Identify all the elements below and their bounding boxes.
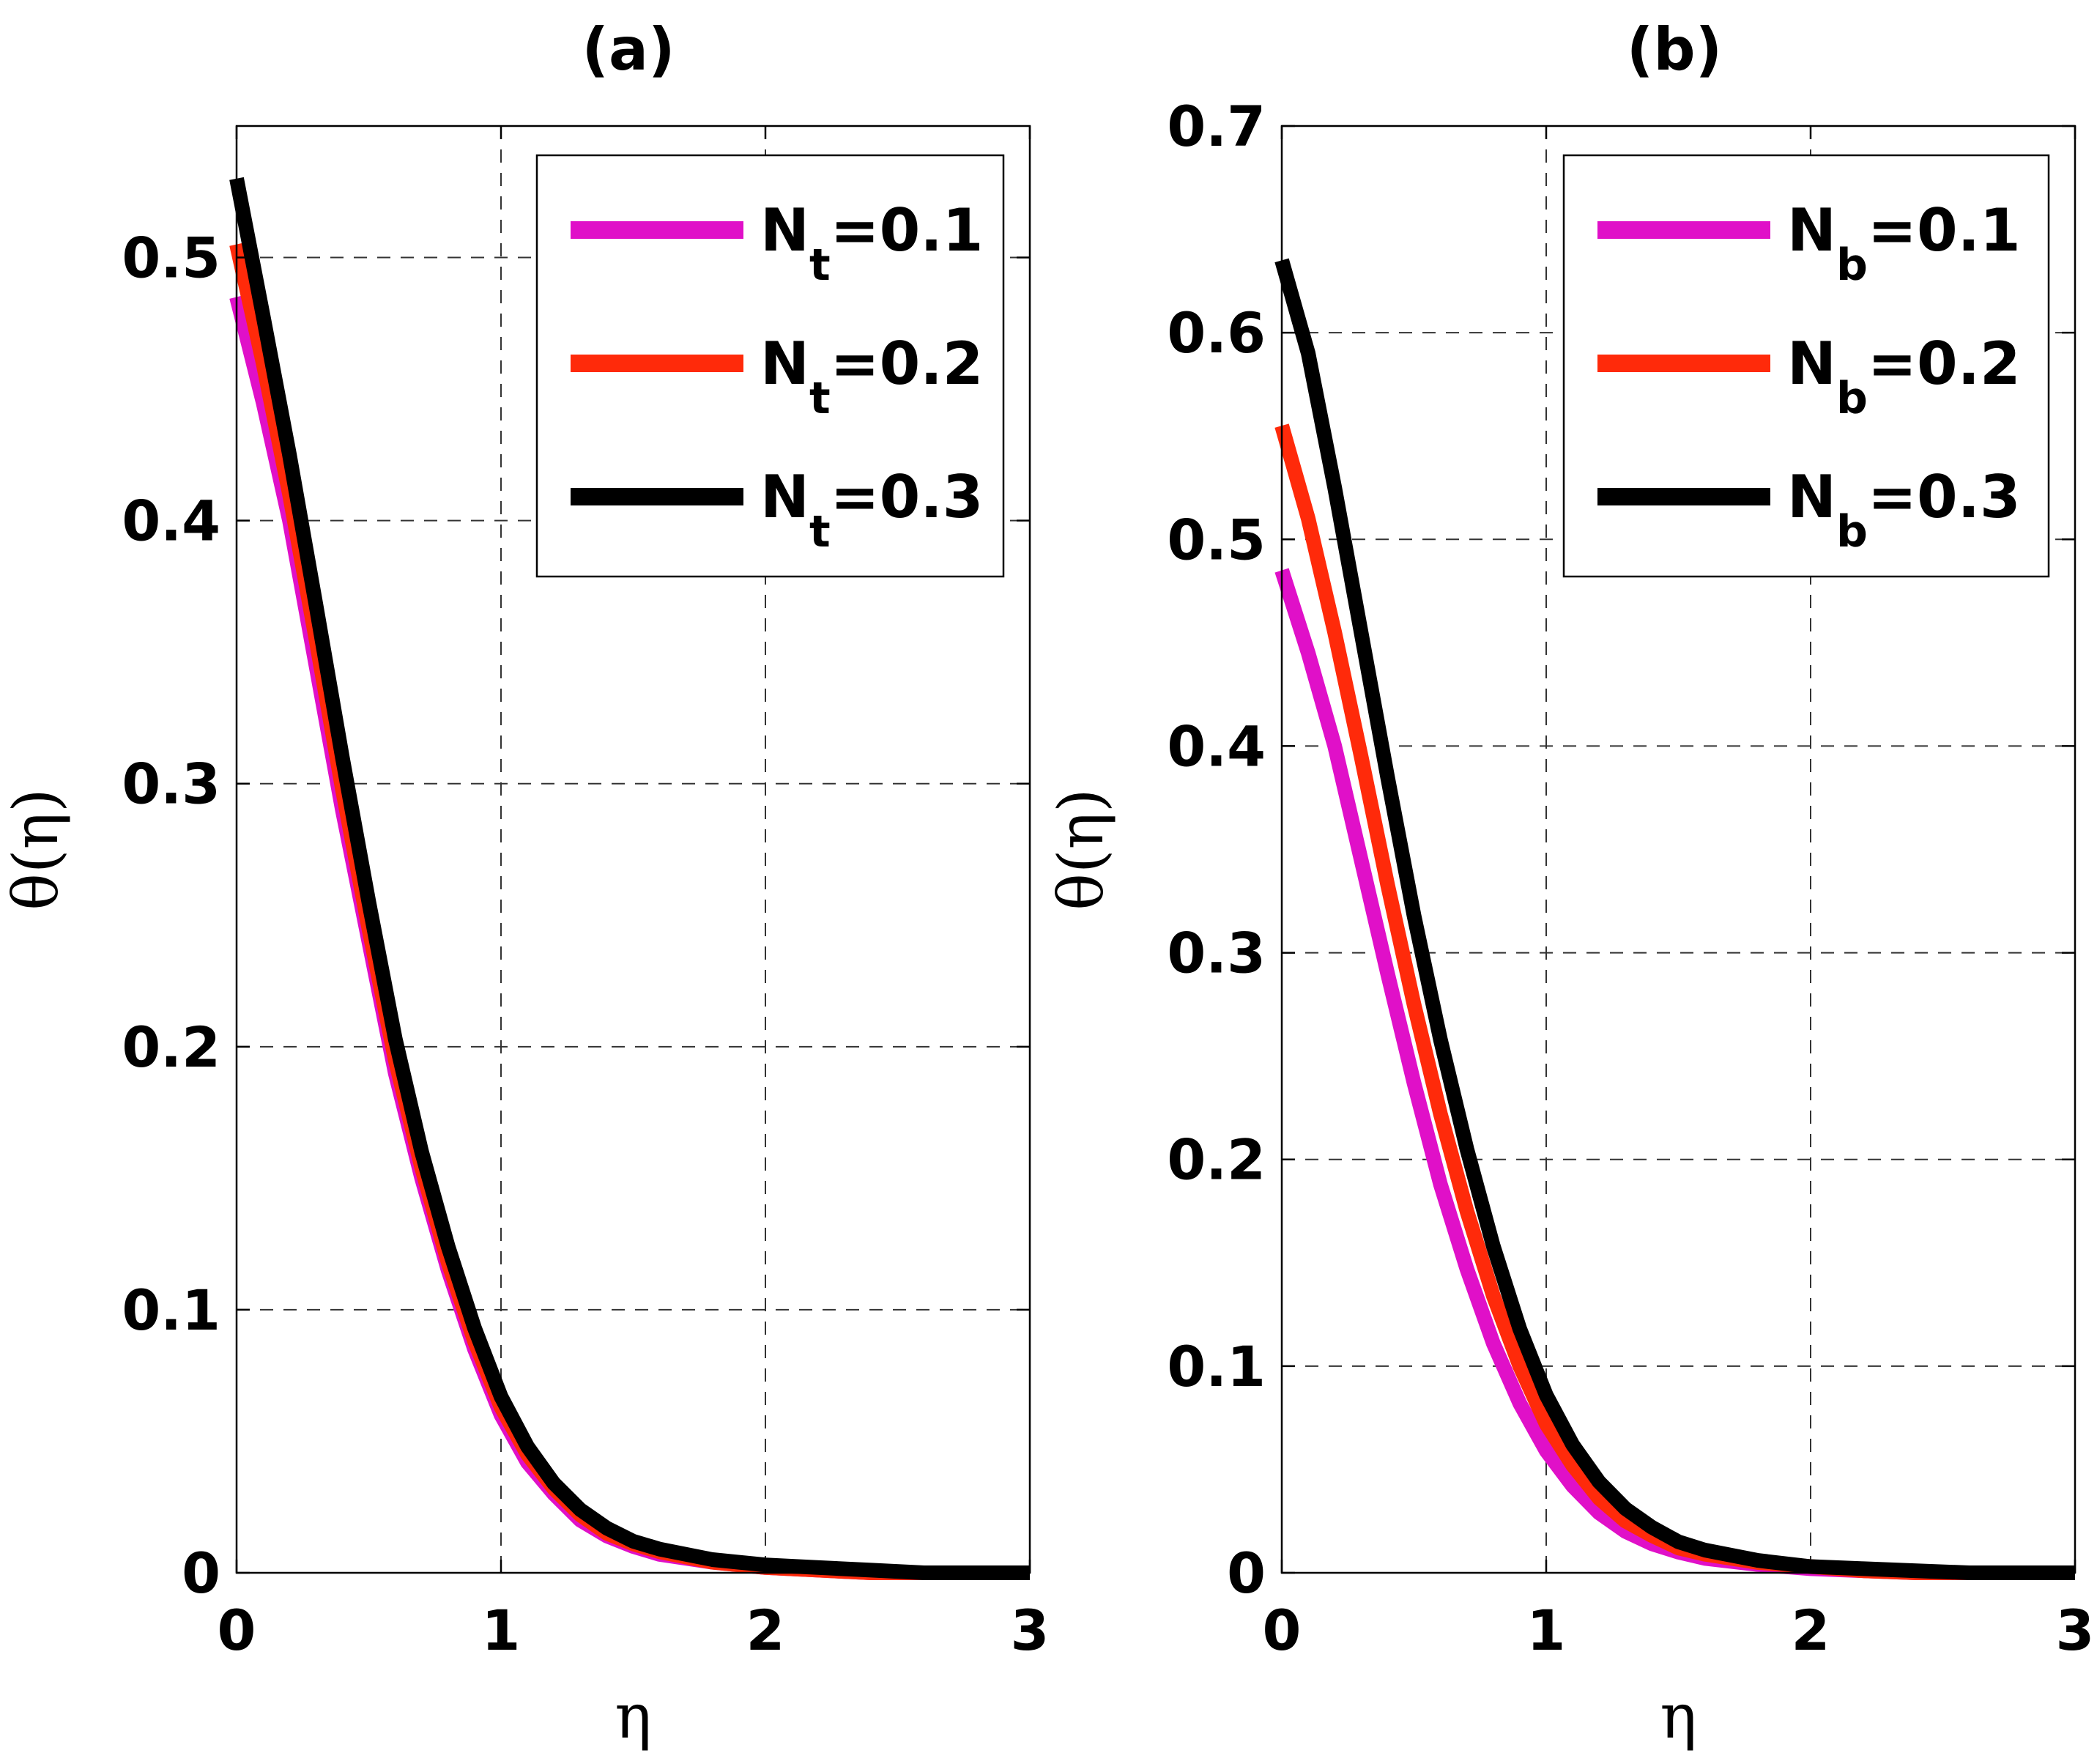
series-line-3 — [1274, 258, 2075, 1580]
y-tick-label: 0.7 — [1167, 94, 1266, 159]
legend-value: =0.3 — [831, 463, 984, 531]
panel-title: (a) — [582, 15, 675, 84]
legend-symbol: N — [760, 330, 809, 398]
legend-entry-3: Nb=0.3 — [1597, 463, 2021, 557]
y-tick-label: 0.6 — [1167, 300, 1266, 366]
plot-frame — [235, 125, 1031, 1574]
legend-value: =0.1 — [831, 196, 984, 264]
legend-value: =0.2 — [1868, 330, 2021, 398]
y-tick-label: 0.5 — [1167, 507, 1266, 572]
y-tick-label: 0.3 — [122, 752, 220, 817]
y-tick-label: 0.2 — [122, 1015, 220, 1080]
legend-subscript: b — [1836, 240, 1868, 291]
legend-subscript: t — [809, 506, 831, 557]
plot-frame — [1280, 125, 2076, 1574]
legend-entry-2: Nb=0.2 — [1597, 330, 2021, 424]
legend-entry-1: Nt=0.1 — [571, 196, 983, 291]
series-line-3 — [229, 177, 1030, 1580]
y-tick-label: 0.2 — [1167, 1127, 1266, 1193]
y-tick-label: 0.4 — [1167, 714, 1266, 779]
legend-subscript: t — [809, 373, 831, 424]
legend-label: Nt=0.3 — [760, 463, 983, 557]
y-axis-label: θ(η) — [1045, 788, 1117, 910]
legend-subscript: t — [809, 240, 831, 291]
legend-subscript: b — [1836, 373, 1868, 424]
x-axis-label: η — [615, 1680, 651, 1752]
x-tick-label: 2 — [1792, 1598, 1830, 1663]
x-tick-label: 3 — [2056, 1598, 2095, 1663]
legend-symbol: N — [1787, 463, 1836, 531]
legend-label: Nb=0.2 — [1787, 330, 2021, 424]
series-line-1 — [1274, 568, 2075, 1580]
x-axis-label: η — [1660, 1680, 1696, 1752]
legend-label: Nb=0.3 — [1787, 463, 2021, 557]
legend-value: =0.2 — [831, 330, 984, 398]
legend-value: =0.3 — [1868, 463, 2021, 531]
legend-entry-3: Nt=0.3 — [571, 463, 983, 557]
x-tick-label: 0 — [218, 1598, 256, 1663]
y-tick-label: 0.5 — [122, 226, 220, 291]
y-tick-label: 0 — [1227, 1541, 1266, 1606]
y-tick-label: 0.4 — [122, 489, 220, 554]
legend-symbol: N — [1787, 330, 1836, 398]
legend-entry-2: Nt=0.2 — [571, 330, 983, 424]
legend-symbol: N — [760, 196, 809, 264]
legend-symbol: N — [1787, 196, 1836, 264]
y-tick-label: 0 — [182, 1541, 220, 1606]
legend-value: =0.1 — [1868, 196, 2021, 264]
panel-b: 0 1 2 300.10.20.30.40.50.60.7(b)ηθ(η)Nb=0.1… — [1045, 15, 2094, 1752]
x-tick-label: 3 — [1011, 1598, 1050, 1663]
x-tick-label: 0 — [1263, 1598, 1302, 1663]
y-tick-label: 0.1 — [1167, 1334, 1266, 1399]
legend-symbol: N — [760, 463, 809, 531]
panel-title: (b) — [1627, 15, 1722, 84]
y-axis-label: θ(η) — [0, 788, 72, 910]
x-tick-label: 1 — [1527, 1598, 1566, 1663]
legend-label: Nt=0.2 — [760, 330, 983, 424]
legend-label: Nt=0.1 — [760, 196, 983, 291]
y-tick-label: 0.3 — [1167, 921, 1266, 986]
legend-entry-1: Nb=0.1 — [1597, 196, 2021, 291]
legend-label: Nb=0.1 — [1787, 196, 2021, 291]
panel-a: 0 1 2 300.10.20.30.40.5(a)ηθ(η)Nt=0.1Nt=0.2… — [0, 15, 1049, 1752]
x-tick-label: 2 — [746, 1598, 785, 1663]
y-tick-label: 0.1 — [122, 1278, 220, 1343]
legend-subscript: b — [1836, 506, 1868, 557]
legend: Nb=0.1Nb=0.2Nb=0.3 — [1562, 154, 2050, 578]
legend: Nt=0.1Nt=0.2Nt=0.3 — [535, 154, 1005, 578]
x-tick-label: 1 — [482, 1598, 521, 1663]
